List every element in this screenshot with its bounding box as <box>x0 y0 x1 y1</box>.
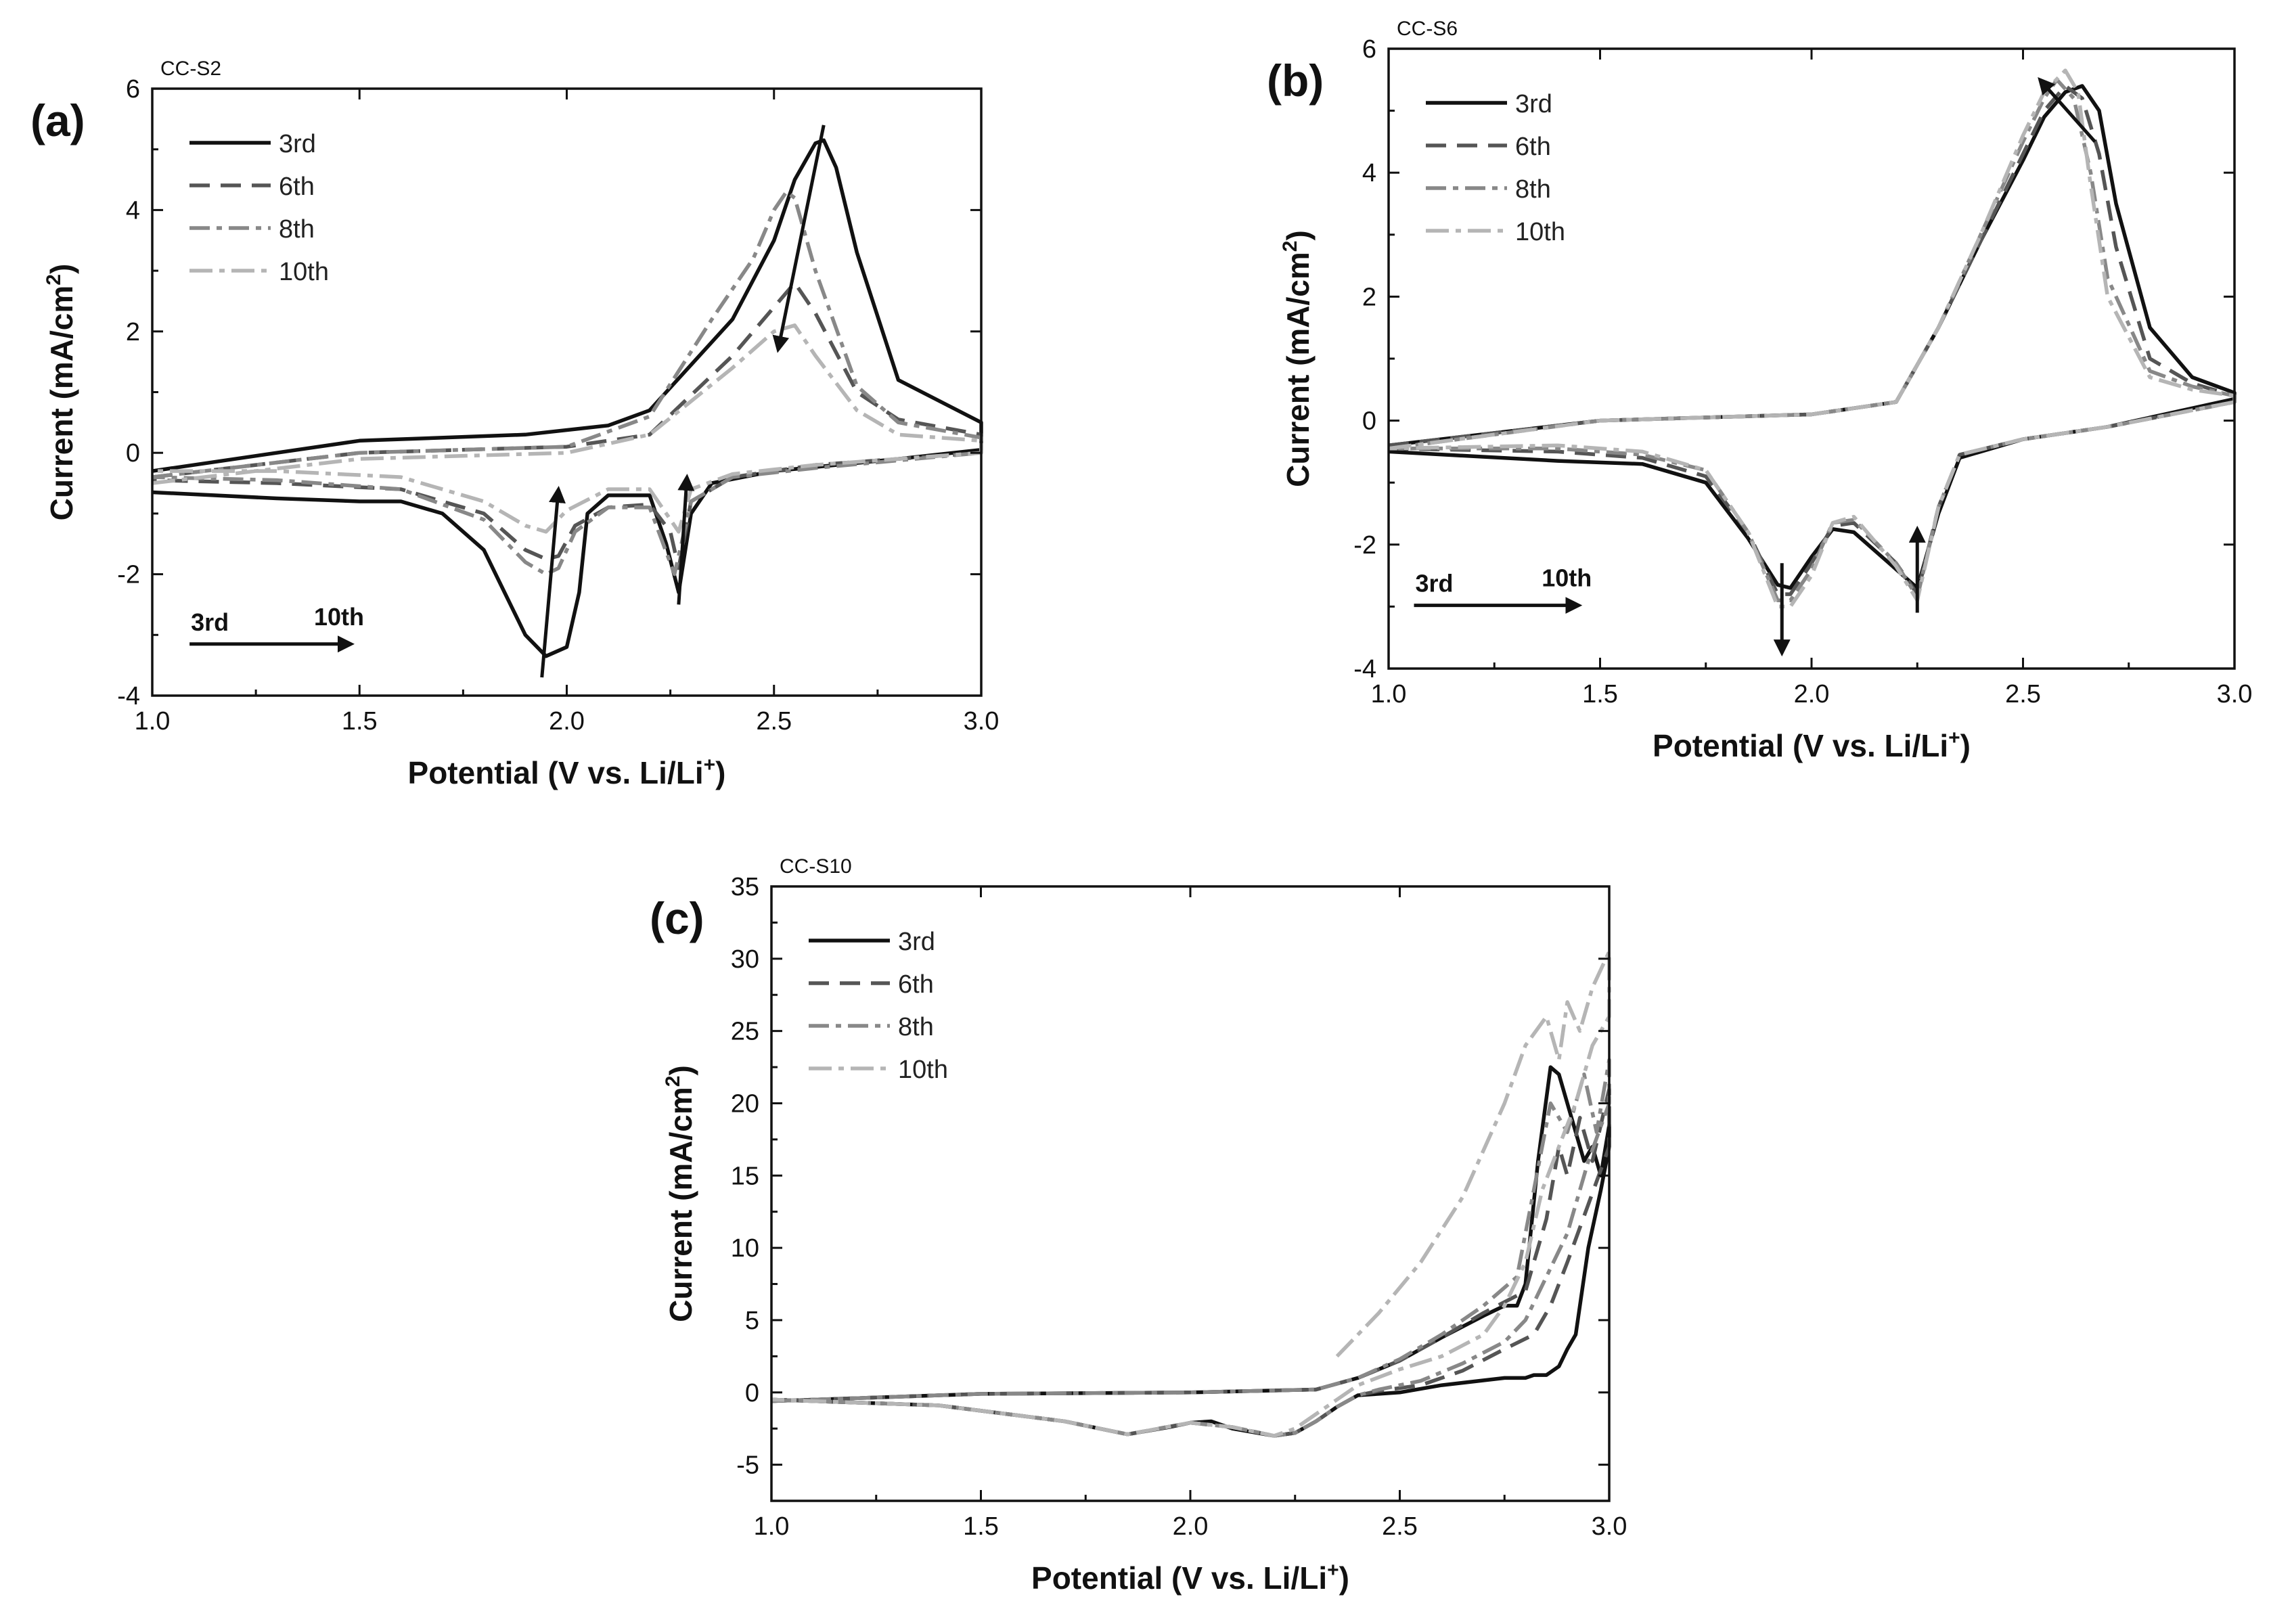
x-tick-label: 1.5 <box>342 707 378 736</box>
y-tick-label: -2 <box>117 561 140 589</box>
y-axis-label: Current (mA/cm2) <box>43 264 79 521</box>
panel-letter: (c) <box>650 893 704 943</box>
x-tick-label: 3.0 <box>2217 680 2253 708</box>
y-axis-label: Current (mA/cm2) <box>662 1065 698 1322</box>
panel-b: 1.0 1.5 2.0 2.5 3.0 -4 -2 0 2 4 6 Potential (V vs. … <box>1267 18 2252 763</box>
cycle-arrow-end-label: 10th <box>1542 564 1592 592</box>
legend-label-3rd: 3rd <box>898 928 935 956</box>
legend-label-3rd: 3rd <box>279 130 316 158</box>
x-axis-label: Potential (V vs. Li/Li+) <box>1031 1559 1349 1596</box>
y-tick-label: -4 <box>1353 655 1376 683</box>
x-tick-label: 3.0 <box>964 707 999 736</box>
cycle-arrow-end-label: 10th <box>314 603 364 631</box>
trend-arrow <box>772 125 826 353</box>
y-tick-label: 15 <box>731 1162 759 1190</box>
panel-a: 1.0 1.5 2.0 2.5 3.0 -4 -2 0 2 4 6 Potential (V vs. … <box>30 58 999 790</box>
y-tick-label: 2 <box>1362 283 1376 311</box>
x-axis-label: Potential (V vs. Li/Li+) <box>408 754 726 790</box>
x-tick-label: 2.5 <box>1382 1512 1418 1541</box>
x-tick-label: 2.5 <box>756 707 792 736</box>
x-tick-label: 1.5 <box>963 1512 999 1541</box>
trend-arrow <box>2038 77 2096 143</box>
y-tick-label: 0 <box>126 439 140 468</box>
trend-arrow <box>677 474 695 605</box>
y-tick-label: -4 <box>117 682 140 710</box>
panel-title: CC-S2 <box>160 58 221 80</box>
series-10th-line <box>152 323 983 534</box>
panel-letter: (b) <box>1267 55 1324 106</box>
legend-label-6th: 6th <box>1515 133 1551 161</box>
y-tick-label: -5 <box>736 1451 759 1480</box>
y-tick-label: 6 <box>126 75 140 104</box>
x-tick-label: 2.0 <box>1173 1512 1209 1541</box>
x-tick-label: 2.5 <box>2005 680 2041 708</box>
cycle-arrow-start-label: 3rd <box>191 608 229 636</box>
y-tick-label: 20 <box>731 1089 759 1118</box>
x-tick-label: 1.0 <box>754 1512 790 1541</box>
panel-letter: (a) <box>30 95 85 145</box>
y-tick-label: 10 <box>731 1234 759 1263</box>
x-tick-label: 3.0 <box>1592 1512 1627 1541</box>
y-tick-label: 0 <box>745 1379 759 1407</box>
x-tick-label: 1.0 <box>1371 680 1407 708</box>
panel-c: 1.0 1.5 2.0 2.5 3.0 -5 0 5 10 15 20 25 30 35 Potential… <box>650 855 1627 1596</box>
x-tick-label: 1.0 <box>135 707 171 736</box>
legend-label-6th: 6th <box>898 970 934 999</box>
legend-label-10th: 10th <box>898 1056 948 1084</box>
panel-title: CC-S10 <box>780 855 852 878</box>
cycle-arrow-start-label: 3rd <box>1416 570 1454 597</box>
series-6th-line <box>152 281 983 570</box>
y-tick-label: 0 <box>1362 407 1376 436</box>
y-tick-label: 2 <box>126 318 140 346</box>
x-tick-label: 2.0 <box>1794 680 1830 708</box>
legend-label-10th: 10th <box>279 258 329 286</box>
legend-label-8th: 8th <box>898 1013 934 1041</box>
series-8th-line <box>152 189 983 577</box>
legend-label-8th: 8th <box>1515 175 1551 204</box>
legend-label-10th: 10th <box>1515 218 1565 246</box>
y-tick-label: 30 <box>731 945 759 974</box>
series-10th-line <box>1388 68 2237 609</box>
panel-title: CC-S6 <box>1397 18 1458 40</box>
y-axis-label: Current (mA/cm2) <box>1279 230 1316 487</box>
x-tick-label: 2.0 <box>549 707 585 736</box>
series-10th-line <box>771 949 1611 1438</box>
y-tick-label: 5 <box>745 1307 759 1335</box>
legend-label-3rd: 3rd <box>1515 90 1552 118</box>
legend-label-6th: 6th <box>279 173 315 201</box>
y-tick-label: 4 <box>1362 159 1376 187</box>
series-6th-line <box>771 1087 1611 1438</box>
x-tick-label: 1.5 <box>1582 680 1618 708</box>
trend-arrow <box>540 486 566 678</box>
legend-label-8th: 8th <box>279 215 315 244</box>
y-tick-label: 25 <box>731 1018 759 1046</box>
y-tick-label: 35 <box>731 873 759 901</box>
y-tick-label: 6 <box>1362 35 1376 64</box>
y-tick-label: -2 <box>1353 531 1376 560</box>
y-tick-label: 4 <box>126 196 140 225</box>
x-axis-label: Potential (V vs. Li/Li+) <box>1653 727 1971 763</box>
